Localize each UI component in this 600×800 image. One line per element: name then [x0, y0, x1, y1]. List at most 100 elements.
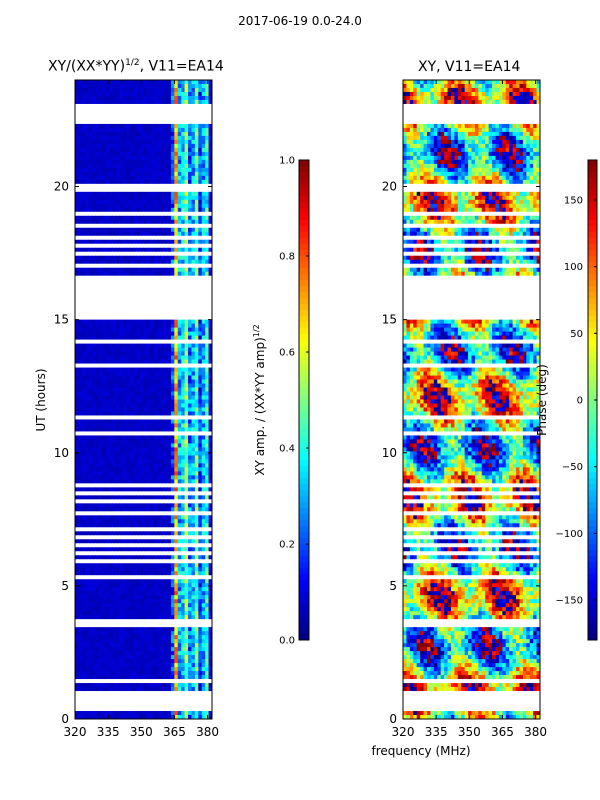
heatmap-cell: [194, 179, 199, 185]
heatmap-cell: [170, 171, 175, 177]
heatmap-cell: [116, 339, 120, 344]
heatmap-cell: [95, 407, 100, 412]
heatmap-cell: [95, 455, 100, 460]
heatmap-cell: [129, 567, 134, 572]
heatmap-cell: [188, 299, 192, 305]
heatmap-cell: [194, 543, 199, 548]
heatmap-cell: [126, 459, 131, 464]
heatmap-cell: [181, 423, 185, 428]
heatmap-cell: [116, 507, 120, 512]
heatmap-cell: [188, 303, 192, 309]
heatmap-cell: [109, 111, 114, 117]
heatmap-cell: [208, 347, 213, 352]
heatmap-cell: [160, 327, 165, 332]
heatmap-cell: [157, 471, 162, 476]
heatmap-cell: [174, 147, 179, 153]
heatmap-cell: [78, 207, 83, 213]
heatmap-cell: [194, 391, 199, 396]
heatmap-cell: [85, 95, 90, 101]
heatmap-cell: [75, 103, 79, 109]
heatmap-cell: [129, 339, 134, 344]
heatmap-cell: [150, 283, 155, 289]
heatmap-cell: [160, 159, 165, 165]
heatmap-cell: [109, 551, 114, 556]
heatmap-cell: [140, 327, 144, 332]
heatmap-cell: [122, 387, 127, 392]
heatmap-cell: [194, 435, 199, 440]
heatmap-cell: [153, 483, 158, 488]
heatmap-cell: [194, 263, 199, 269]
heatmap-cell: [194, 187, 199, 193]
heatmap-cell: [167, 491, 172, 496]
heatmap-cell: [191, 447, 196, 452]
heatmap-cell: [208, 107, 213, 113]
heatmap-cell: [129, 95, 134, 101]
heatmap-cell: [160, 231, 165, 237]
heatmap-cell: [133, 223, 138, 229]
heatmap-cell: [112, 339, 117, 344]
heatmap-cell: [205, 123, 209, 129]
heatmap-cell: [112, 439, 117, 444]
heatmap-cell: [102, 343, 107, 348]
heatmap-cell: [95, 379, 100, 384]
heatmap-cell: [81, 435, 86, 440]
heatmap-cell: [150, 399, 155, 404]
heatmap-cell: [170, 191, 175, 197]
heatmap-cell: [133, 563, 138, 568]
heatmap-cell: [78, 267, 83, 273]
heatmap-cell: [160, 199, 165, 205]
heatmap-cell: [102, 443, 107, 448]
heatmap-cell: [88, 279, 93, 285]
heatmap-cell: [81, 419, 86, 424]
heatmap-cell: [112, 471, 117, 476]
heatmap-cell: [146, 395, 151, 400]
heatmap-cell: [126, 123, 131, 129]
heatmap-cell: [109, 395, 114, 400]
heatmap-cell: [109, 247, 114, 253]
heatmap-cell: [191, 423, 196, 428]
heatmap-cell: [146, 339, 151, 344]
heatmap-cell: [143, 347, 148, 352]
heatmap-cell: [95, 403, 100, 408]
heatmap-cell: [167, 151, 172, 157]
heatmap-cell: [164, 271, 168, 277]
heatmap-cell: [140, 295, 144, 301]
heatmap-cell: [201, 135, 206, 141]
heatmap-cell: [205, 251, 209, 257]
heatmap-cell: [181, 323, 185, 329]
heatmap-cell: [116, 459, 120, 464]
heatmap-cell: [98, 371, 103, 376]
heatmap-cell: [157, 299, 162, 305]
heatmap-cell: [133, 359, 138, 364]
heatmap-cell: [194, 451, 199, 456]
heatmap-cell: [143, 451, 148, 456]
heatmap-cell: [109, 215, 114, 221]
heatmap-cell: [143, 415, 148, 420]
heatmap-cell: [143, 267, 148, 273]
heatmap-cell: [164, 507, 168, 512]
heatmap-cell: [164, 83, 168, 89]
heatmap-cell: [208, 463, 213, 468]
heatmap-cell: [119, 319, 124, 325]
heatmap-cell: [208, 327, 213, 332]
heatmap-cell: [167, 539, 172, 544]
heatmap-cell: [160, 87, 165, 93]
heatmap-cell: [174, 431, 179, 436]
heatmap-cell: [140, 111, 144, 117]
heatmap-cell: [170, 407, 175, 412]
heatmap-cell: [167, 299, 172, 305]
heatmap-cell: [208, 335, 213, 340]
heatmap-cell: [88, 87, 93, 93]
heatmap-cell: [160, 483, 165, 488]
heatmap-cell: [150, 347, 155, 352]
heatmap-cell: [129, 327, 134, 332]
heatmap-cell: [174, 127, 179, 133]
heatmap-cell: [105, 135, 110, 141]
heatmap-cell: [150, 319, 155, 325]
heatmap-cell: [198, 415, 203, 420]
heatmap-cell: [105, 211, 110, 217]
heatmap-cell: [88, 131, 93, 137]
heatmap-cell: [194, 395, 199, 400]
heatmap-cell: [157, 459, 162, 464]
heatmap-cell: [109, 423, 114, 428]
